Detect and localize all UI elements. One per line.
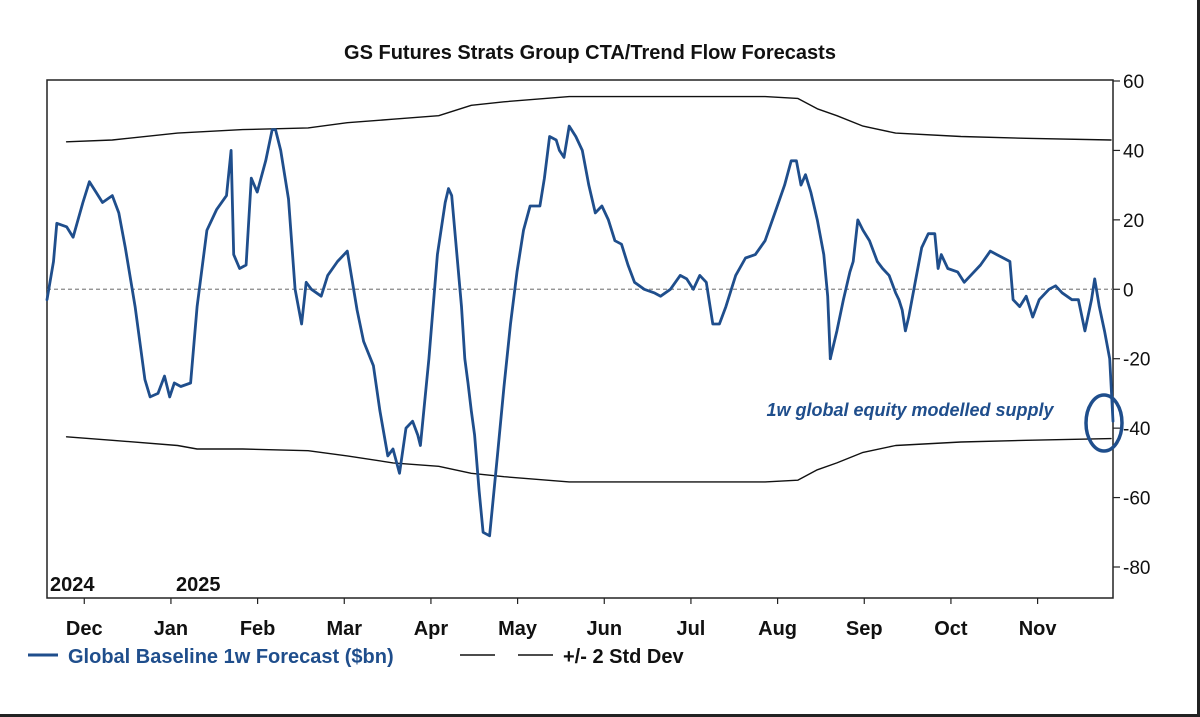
x-tick-label: Dec	[66, 618, 103, 640]
x-tick-label: Mar	[326, 618, 362, 640]
legend: Global Baseline 1w Forecast ($bn) +/- 2 …	[28, 646, 684, 668]
x-tick-label: Feb	[240, 618, 276, 640]
y-tick-label: -60	[1123, 489, 1150, 510]
annotation-label: 1w global equity modelled supply	[766, 400, 1054, 420]
x-tick-label: Jul	[676, 618, 705, 640]
y-tick-label: -40	[1123, 419, 1150, 440]
forecast-series-line	[828, 218, 1115, 423]
legend-label-forecast: Global Baseline 1w Forecast ($bn)	[68, 646, 394, 668]
y-tick-label: -20	[1123, 350, 1150, 371]
stddev-band-line	[65, 436, 1112, 483]
x-tick-label: Jan	[154, 618, 188, 640]
stddev-band-line	[65, 95, 1112, 143]
y-tick-label: 20	[1123, 211, 1144, 232]
chart-title: GS Futures Strats Group CTA/Trend Flow F…	[344, 42, 836, 64]
year-label: 2025	[176, 574, 221, 596]
y-tick-label: 0	[1123, 280, 1134, 301]
x-tick-label: Apr	[414, 618, 449, 640]
y-tick-label: 60	[1123, 72, 1144, 93]
x-tick-label: Sep	[846, 618, 883, 640]
year-label: 2024	[50, 574, 95, 596]
x-tick-label: Nov	[1019, 618, 1058, 640]
legend-label-stddev: +/- 2 Std Dev	[563, 646, 684, 668]
plot-area	[46, 79, 1114, 599]
x-tick-label: May	[498, 618, 538, 640]
x-tick-label: Aug	[758, 618, 797, 640]
x-tick-label: Oct	[934, 618, 968, 640]
y-tick-label: 40	[1123, 141, 1144, 162]
y-tick-label: -80	[1123, 558, 1150, 579]
forecast-series-line	[45, 124, 832, 538]
x-tick-label: Jun	[586, 618, 622, 640]
annotation-circle	[1084, 393, 1124, 453]
